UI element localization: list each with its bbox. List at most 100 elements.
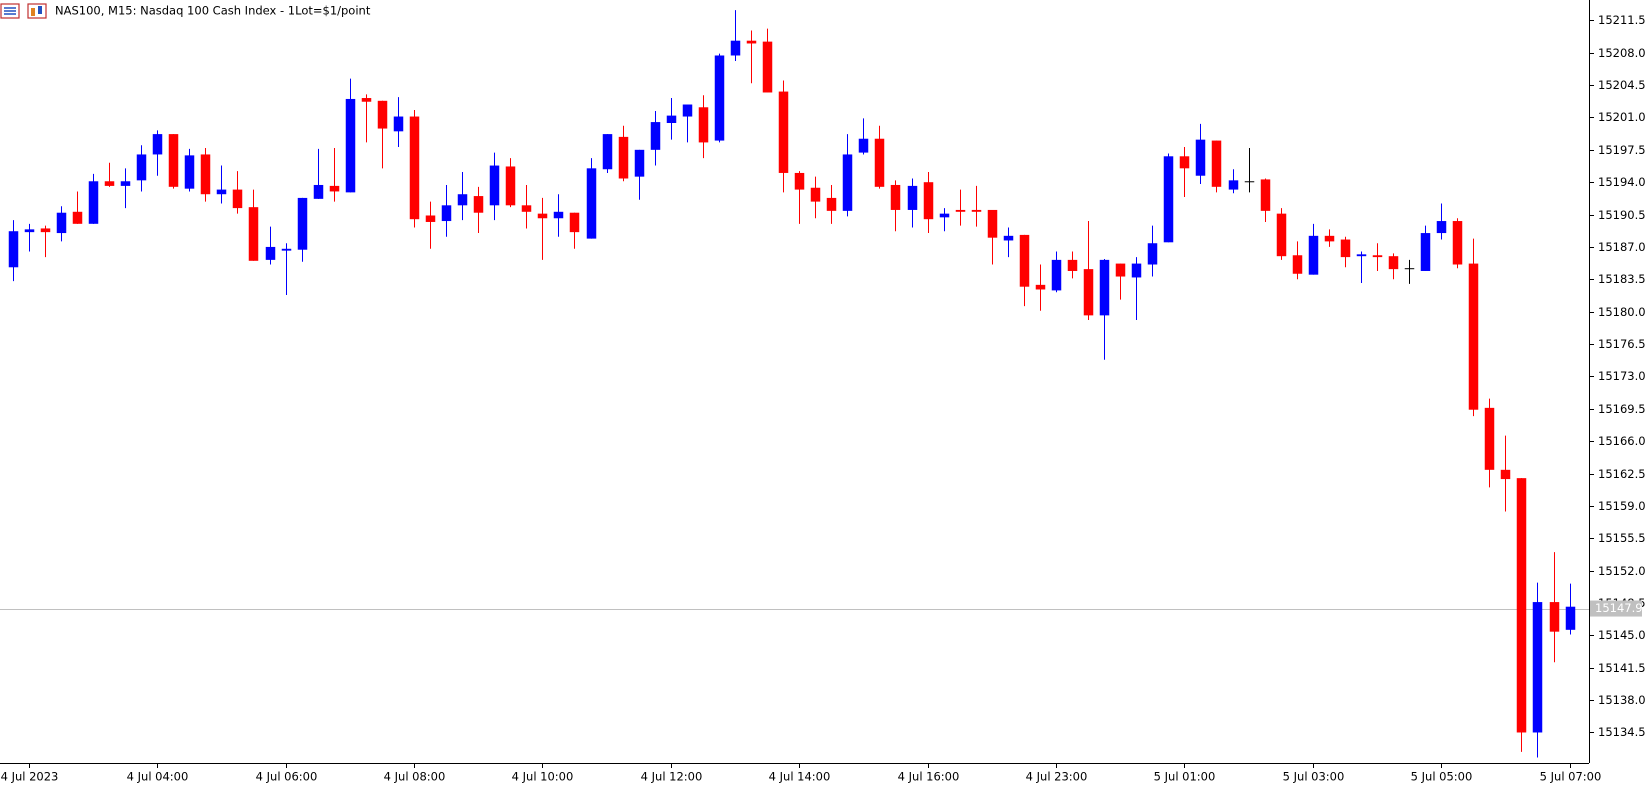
candle-body xyxy=(1500,469,1511,480)
candle-body xyxy=(1244,181,1255,183)
candle-body xyxy=(24,229,35,233)
x-tick-label: 4 Jul 14:00 xyxy=(769,770,831,784)
candle-body xyxy=(1019,234,1030,287)
current-price-label: 15147.9 xyxy=(1595,601,1643,615)
y-tick-label: 15208.0 xyxy=(1598,46,1646,60)
y-tick-label: 15141.5 xyxy=(1598,661,1646,675)
y-tick-label: 15173.0 xyxy=(1598,369,1646,383)
candle-body xyxy=(1228,180,1239,190)
candle-body xyxy=(1083,269,1094,316)
y-tick-label: 15201.0 xyxy=(1598,110,1646,124)
y-tick-label: 15180.0 xyxy=(1598,305,1646,319)
y-tick-label: 15211.5 xyxy=(1598,13,1646,27)
candle-body xyxy=(200,154,211,195)
candle-body xyxy=(842,154,853,211)
candle-body xyxy=(136,154,147,181)
candle-body xyxy=(746,40,757,44)
candle-body xyxy=(874,138,885,187)
candle-body xyxy=(1131,263,1142,278)
x-tick-label: 4 Jul 06:00 xyxy=(256,770,318,784)
candle-body xyxy=(1324,235,1335,242)
candle-body xyxy=(1516,478,1527,733)
candle-body xyxy=(281,248,292,251)
candle-body xyxy=(1195,139,1206,176)
chart-title: NAS100, M15: Nasdaq 100 Cash Index - 1Lo… xyxy=(55,4,371,18)
candle-body xyxy=(1436,221,1447,234)
candle-body xyxy=(1260,179,1271,211)
current-price-label-bg xyxy=(1590,600,1642,617)
candle-body xyxy=(361,98,372,102)
candle-body xyxy=(794,172,805,190)
x-tick-label: 4 Jul 12:00 xyxy=(641,770,703,784)
candle-body xyxy=(489,165,500,206)
candle-body xyxy=(265,246,276,260)
candle-body xyxy=(1565,606,1576,630)
y-tick-label: 15152.0 xyxy=(1598,564,1646,578)
candle-body xyxy=(1115,263,1126,277)
candle-body xyxy=(409,116,420,220)
candle-body xyxy=(730,40,741,56)
candle-body xyxy=(184,155,195,189)
candle-body xyxy=(120,181,131,186)
candle-body xyxy=(1484,407,1495,470)
candle-body xyxy=(473,196,484,213)
x-tick-label: 4 Jul 2023 xyxy=(1,770,59,784)
candle-body xyxy=(682,104,693,117)
y-tick-label: 15190.5 xyxy=(1598,208,1646,222)
candle-body xyxy=(457,194,468,206)
candle-body xyxy=(1388,256,1399,270)
y-tick-label: 15194.0 xyxy=(1598,175,1646,189)
candle-body xyxy=(1067,259,1078,271)
x-tick-label: 5 Jul 03:00 xyxy=(1283,770,1345,784)
candle-body xyxy=(890,184,901,210)
y-tick-label: 15169.5 xyxy=(1598,402,1646,416)
candle-body xyxy=(329,185,340,192)
candle-body xyxy=(40,228,51,233)
candle-body xyxy=(1035,284,1046,290)
candle-body xyxy=(1211,140,1222,187)
candle-body xyxy=(826,197,837,211)
candle-body xyxy=(1147,243,1158,265)
candle-body xyxy=(1356,254,1367,257)
candle-body xyxy=(1276,213,1287,257)
candle-body xyxy=(521,205,532,212)
candle-body xyxy=(345,98,356,193)
candle-body xyxy=(553,211,564,219)
candle-body xyxy=(1452,221,1463,265)
y-tick-label: 15145.0 xyxy=(1598,628,1646,642)
x-tick-label: 5 Jul 01:00 xyxy=(1154,770,1216,784)
candle-body xyxy=(923,182,934,220)
x-tick-label: 4 Jul 08:00 xyxy=(384,770,446,784)
candle-body xyxy=(602,134,613,170)
x-tick-label: 4 Jul 04:00 xyxy=(127,770,189,784)
candle-body xyxy=(8,231,19,268)
y-tick-label: 15134.5 xyxy=(1598,725,1646,739)
candle-body xyxy=(939,213,950,218)
x-tick-label: 5 Jul 05:00 xyxy=(1411,770,1473,784)
candle-body xyxy=(810,187,821,202)
candle-body xyxy=(441,205,452,222)
y-tick-label: 15183.5 xyxy=(1598,272,1646,286)
candle-body xyxy=(666,115,677,124)
candle-body xyxy=(1404,268,1415,270)
candle-body xyxy=(1340,239,1351,258)
candle-body xyxy=(1003,235,1014,241)
candle-body xyxy=(1051,259,1062,291)
candle-body xyxy=(72,211,83,224)
x-tick-label: 4 Jul 10:00 xyxy=(512,770,574,784)
candle-body xyxy=(168,134,179,187)
candle-body xyxy=(1163,156,1174,243)
candle-body xyxy=(618,136,629,179)
candle-body xyxy=(1308,235,1319,275)
y-tick-label: 15138.0 xyxy=(1598,693,1646,707)
x-tick-label: 4 Jul 23:00 xyxy=(1026,770,1088,784)
candle-body xyxy=(1099,259,1110,316)
x-tick-label: 5 Jul 07:00 xyxy=(1540,770,1602,784)
candle-body xyxy=(987,209,998,238)
y-tick-label: 15166.0 xyxy=(1598,434,1646,448)
candle-body xyxy=(1549,602,1560,632)
candle-body xyxy=(216,189,227,195)
candle-body xyxy=(1372,255,1383,258)
